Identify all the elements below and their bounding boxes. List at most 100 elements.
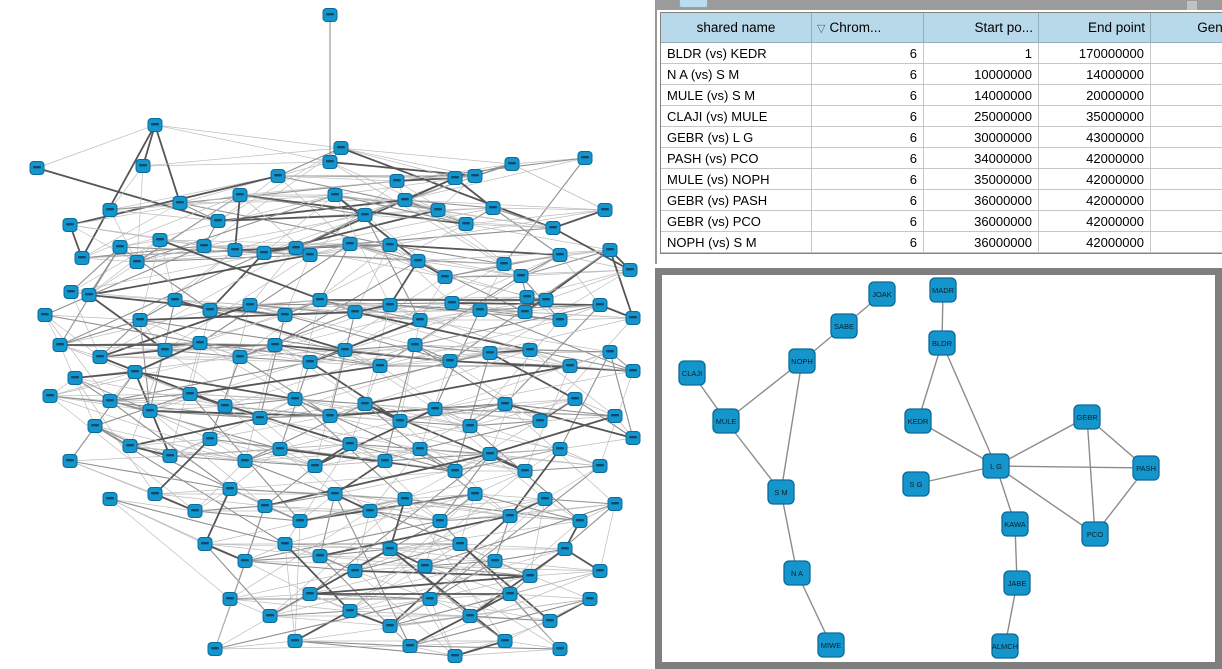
network-node[interactable] [147, 118, 163, 132]
network-node[interactable] [37, 308, 53, 322]
network-edge[interactable] [1086, 416, 1096, 535]
network-node[interactable] [347, 305, 363, 319]
network-node[interactable] [272, 442, 288, 456]
network-node[interactable] [552, 248, 568, 262]
network-node[interactable] [232, 350, 248, 364]
table-row[interactable]: NOPH (vs) S M636000000420000009.9 [661, 231, 1222, 253]
network-node[interactable] [487, 554, 503, 568]
network-node[interactable] [522, 569, 538, 583]
cell-value[interactable]: 6 [811, 231, 924, 253]
cell-value[interactable]: 6 [811, 42, 924, 64]
network-node[interactable] [537, 492, 553, 506]
network-node[interactable] [302, 355, 318, 369]
network-node[interactable]: PCO [1081, 521, 1109, 547]
network-node[interactable] [485, 201, 501, 215]
network-node[interactable]: JABE [1003, 570, 1031, 596]
network-node[interactable]: KEDR [904, 408, 932, 434]
network-node[interactable] [402, 639, 418, 653]
network-node[interactable]: MULE [712, 408, 740, 434]
network-node[interactable] [377, 454, 393, 468]
table-row[interactable]: CLAJI (vs) MULE625000000350000005.9 [661, 105, 1222, 127]
network-node[interactable] [542, 614, 558, 628]
network-node[interactable] [312, 293, 328, 307]
cell-value[interactable]: 170000000 [1038, 42, 1151, 64]
network-node[interactable] [513, 269, 529, 283]
network-node[interactable] [412, 313, 428, 327]
network-node[interactable] [502, 587, 518, 601]
network-node[interactable] [277, 537, 293, 551]
network-node[interactable] [577, 151, 593, 165]
column-header-start-po-[interactable]: Start po... [923, 13, 1039, 43]
network-node[interactable] [102, 492, 118, 506]
network-node[interactable] [74, 251, 90, 265]
network-node[interactable] [538, 293, 554, 307]
cell-value[interactable]: 8.9 [1150, 189, 1222, 211]
network-node[interactable] [417, 559, 433, 573]
network-node[interactable] [397, 492, 413, 506]
network-node[interactable] [592, 298, 608, 312]
cell-value[interactable]: 42000000 [1038, 231, 1151, 253]
network-node[interactable] [262, 609, 278, 623]
network-node[interactable] [442, 354, 458, 368]
network-node[interactable] [252, 411, 268, 425]
cell-value[interactable]: 14000000 [923, 84, 1039, 106]
cell-shared-name[interactable]: GEBR (vs) PASH [661, 189, 812, 211]
network-node[interactable] [197, 537, 213, 551]
network-node[interactable] [256, 246, 272, 260]
network-node[interactable] [347, 564, 363, 578]
network-node[interactable] [257, 499, 273, 513]
network-node[interactable] [142, 404, 158, 418]
network-node[interactable] [625, 364, 641, 378]
network-node[interactable] [287, 392, 303, 406]
cell-shared-name[interactable]: N A (vs) S M [661, 63, 812, 85]
network-node[interactable] [342, 237, 358, 251]
column-header-genetic-[interactable]: Genetic... [1150, 13, 1222, 43]
network-node[interactable] [302, 587, 318, 601]
network-node[interactable] [357, 397, 373, 411]
network-node[interactable] [552, 642, 568, 656]
network-node[interactable]: ALMCH [991, 633, 1019, 659]
network-node[interactable] [147, 487, 163, 501]
network-node[interactable] [410, 254, 426, 268]
network-node[interactable] [237, 454, 253, 468]
main-network-panel[interactable] [0, 0, 655, 669]
network-node[interactable] [202, 303, 218, 317]
network-node[interactable] [372, 359, 388, 373]
network-node[interactable] [327, 487, 343, 501]
network-node[interactable] [52, 338, 68, 352]
network-node[interactable] [382, 238, 398, 252]
table-row[interactable]: GEBR (vs) L G6300000004300000016.9 [661, 126, 1222, 148]
network-node[interactable] [467, 169, 483, 183]
network-node[interactable] [312, 549, 328, 563]
cell-value[interactable]: 10000000 [923, 63, 1039, 85]
network-node[interactable] [342, 437, 358, 451]
cell-shared-name[interactable]: MULE (vs) S M [661, 84, 812, 106]
network-node[interactable] [472, 303, 488, 317]
network-node[interactable]: S G [902, 471, 930, 497]
network-node[interactable] [622, 263, 638, 277]
network-node[interactable]: KAWA [1001, 511, 1029, 537]
network-node[interactable] [132, 313, 148, 327]
network-node[interactable] [397, 193, 413, 207]
cell-value[interactable]: 42000000 [1038, 147, 1151, 169]
network-edge[interactable] [941, 342, 997, 467]
cell-value[interactable]: 14000000 [1038, 63, 1151, 85]
network-node[interactable] [222, 482, 238, 496]
cell-value[interactable]: 6 [811, 126, 924, 148]
network-node[interactable] [407, 338, 423, 352]
network-node[interactable] [81, 288, 97, 302]
network-node[interactable] [592, 564, 608, 578]
cell-value[interactable]: 36000000 [923, 189, 1039, 211]
network-node[interactable]: BLDR [928, 330, 956, 356]
network-node[interactable] [444, 296, 460, 310]
cell-value[interactable]: 25000000 [923, 105, 1039, 127]
network-node[interactable] [432, 514, 448, 528]
network-node[interactable] [462, 419, 478, 433]
network-node[interactable] [607, 409, 623, 423]
network-node[interactable] [497, 634, 513, 648]
network-node[interactable] [288, 241, 304, 255]
network-node[interactable]: PASH [1132, 455, 1160, 481]
network-node[interactable]: SABE [830, 313, 858, 339]
network-node[interactable] [342, 604, 358, 618]
network-node[interactable]: JOAK [868, 281, 896, 307]
